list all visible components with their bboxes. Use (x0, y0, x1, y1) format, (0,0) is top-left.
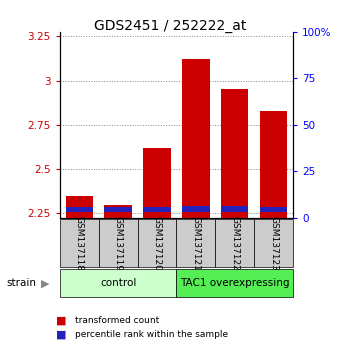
Bar (182, 206, 210, 212)
Bar (65, 195, 93, 218)
Text: GSM137118: GSM137118 (75, 216, 84, 271)
Text: ■: ■ (56, 315, 67, 325)
Bar (260, 110, 287, 218)
Text: control: control (100, 278, 136, 288)
Text: percentile rank within the sample: percentile rank within the sample (75, 330, 228, 339)
Text: GDS2451 / 252222_at: GDS2451 / 252222_at (94, 19, 247, 34)
Bar (99, 219, 137, 267)
Bar (60, 269, 177, 297)
Text: ▶: ▶ (41, 278, 49, 288)
Bar (177, 219, 216, 267)
Text: GSM137121: GSM137121 (191, 216, 201, 271)
Bar (104, 205, 132, 218)
Bar (216, 219, 254, 267)
Bar (177, 269, 293, 297)
Text: transformed count: transformed count (75, 316, 159, 325)
Text: GSM137122: GSM137122 (231, 216, 239, 271)
Bar (143, 148, 170, 218)
Bar (143, 207, 170, 212)
Text: GSM137120: GSM137120 (152, 216, 162, 271)
Bar (104, 207, 132, 212)
Bar (221, 89, 249, 218)
Bar (65, 207, 93, 212)
Text: TAC1 overexpressing: TAC1 overexpressing (180, 278, 290, 288)
Text: GSM137123: GSM137123 (269, 216, 278, 271)
Text: ■: ■ (56, 330, 67, 339)
Text: GSM137119: GSM137119 (114, 216, 122, 271)
Bar (182, 59, 210, 218)
Bar (221, 206, 249, 212)
Text: strain: strain (7, 278, 37, 288)
Bar (60, 219, 99, 267)
Bar (137, 219, 177, 267)
Bar (260, 207, 287, 212)
Bar (254, 219, 293, 267)
